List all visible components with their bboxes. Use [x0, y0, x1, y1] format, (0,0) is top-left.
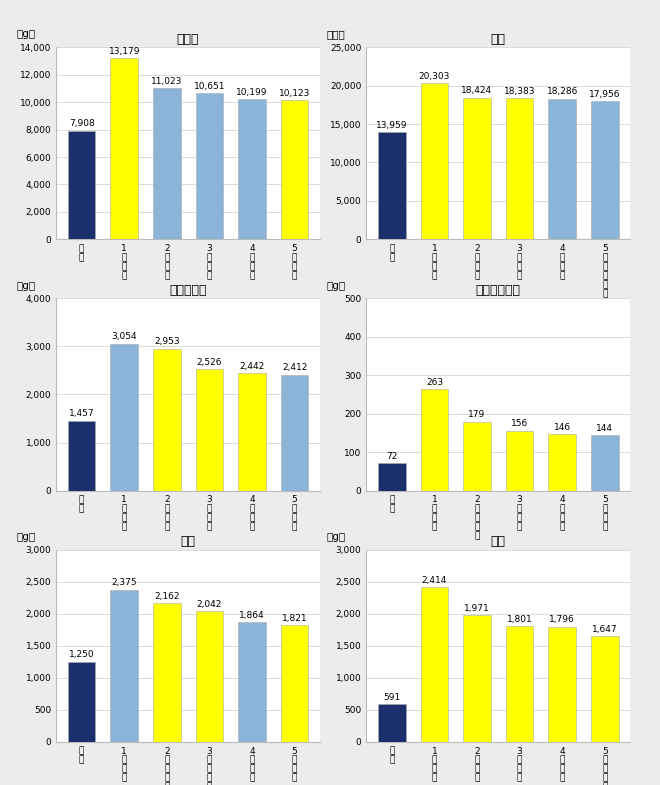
- Text: 20,303: 20,303: [418, 72, 450, 81]
- Text: 591: 591: [383, 692, 401, 702]
- Text: 10,651: 10,651: [193, 82, 225, 91]
- Bar: [420, 587, 448, 742]
- Bar: [68, 421, 96, 491]
- Text: 2,412: 2,412: [282, 363, 308, 372]
- Title: 弁当: 弁当: [491, 33, 506, 46]
- Title: 他の生鮮肉: 他の生鮮肉: [170, 284, 207, 298]
- Bar: [110, 344, 138, 491]
- Bar: [506, 626, 533, 742]
- Bar: [463, 422, 491, 491]
- Bar: [68, 131, 96, 239]
- Text: 3,054: 3,054: [112, 333, 137, 341]
- Text: 1,801: 1,801: [507, 615, 533, 624]
- Bar: [420, 389, 448, 491]
- Bar: [280, 100, 308, 239]
- Title: 食用油: 食用油: [177, 33, 199, 46]
- Bar: [378, 132, 406, 239]
- Text: 7,908: 7,908: [69, 119, 94, 129]
- Bar: [238, 100, 266, 239]
- Title: たい: たい: [491, 535, 506, 549]
- Text: 1,971: 1,971: [464, 604, 490, 613]
- Text: 156: 156: [511, 419, 528, 429]
- Text: 2,953: 2,953: [154, 338, 180, 346]
- Text: 10,199: 10,199: [236, 88, 268, 97]
- Bar: [463, 97, 491, 239]
- Bar: [195, 611, 223, 742]
- Title: 干ししいたけ: 干ししいたけ: [476, 284, 521, 298]
- Bar: [378, 704, 406, 742]
- Bar: [280, 625, 308, 742]
- Text: 2,162: 2,162: [154, 592, 180, 601]
- Bar: [195, 93, 223, 239]
- Text: 13,179: 13,179: [108, 47, 140, 56]
- Bar: [378, 463, 406, 491]
- Text: 13,959: 13,959: [376, 121, 408, 130]
- Bar: [548, 434, 576, 491]
- Text: 2,526: 2,526: [197, 358, 222, 367]
- Text: （g）: （g）: [16, 531, 36, 542]
- Bar: [506, 98, 533, 239]
- Text: 10,123: 10,123: [279, 89, 310, 98]
- Text: （円）: （円）: [327, 29, 345, 39]
- Bar: [591, 636, 618, 742]
- Text: 2,414: 2,414: [422, 575, 447, 585]
- Text: 72: 72: [386, 451, 397, 461]
- Text: 2,042: 2,042: [197, 600, 222, 608]
- Bar: [548, 99, 576, 239]
- Text: 1,821: 1,821: [282, 614, 308, 623]
- Bar: [506, 431, 533, 491]
- Bar: [68, 662, 96, 742]
- Bar: [153, 349, 181, 491]
- Title: さば: さば: [181, 535, 195, 549]
- Bar: [591, 101, 618, 239]
- Text: 18,424: 18,424: [461, 86, 492, 96]
- Bar: [153, 603, 181, 742]
- Text: 1,864: 1,864: [239, 611, 265, 620]
- Text: 18,286: 18,286: [546, 87, 578, 97]
- Bar: [110, 590, 138, 742]
- Text: （g）: （g）: [16, 29, 36, 39]
- Bar: [280, 374, 308, 491]
- Bar: [110, 58, 138, 239]
- Text: 1,796: 1,796: [549, 615, 575, 624]
- Bar: [591, 435, 618, 491]
- Text: 1,250: 1,250: [69, 651, 94, 659]
- Text: 2,375: 2,375: [112, 579, 137, 587]
- Text: 1,647: 1,647: [592, 625, 618, 634]
- Text: 11,023: 11,023: [151, 77, 183, 86]
- Bar: [238, 623, 266, 742]
- Bar: [548, 626, 576, 742]
- Text: 263: 263: [426, 378, 443, 387]
- Text: 17,956: 17,956: [589, 90, 620, 99]
- Text: （g）: （g）: [327, 280, 346, 290]
- Text: 179: 179: [469, 411, 486, 419]
- Text: （g）: （g）: [16, 280, 36, 290]
- Text: 144: 144: [596, 424, 613, 433]
- Text: 2,442: 2,442: [240, 362, 265, 371]
- Bar: [420, 83, 448, 239]
- Bar: [153, 88, 181, 239]
- Text: 1,457: 1,457: [69, 409, 94, 418]
- Text: 146: 146: [554, 423, 571, 433]
- Text: 18,383: 18,383: [504, 86, 535, 96]
- Bar: [238, 373, 266, 491]
- Text: （g）: （g）: [327, 531, 346, 542]
- Bar: [195, 369, 223, 491]
- Bar: [463, 615, 491, 742]
